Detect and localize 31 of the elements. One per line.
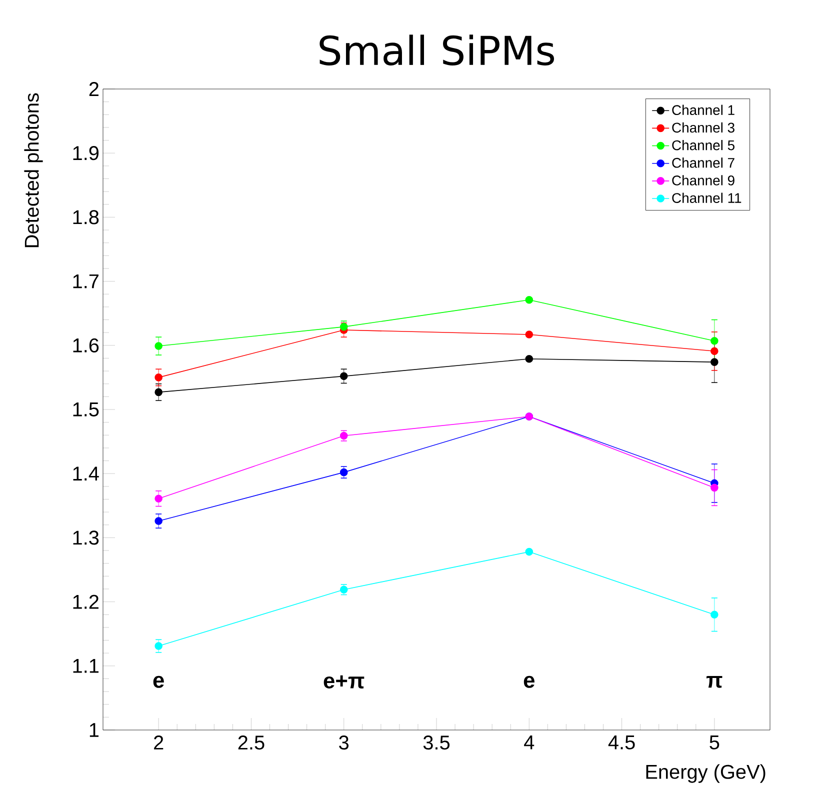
x-tick-label: 5: [710, 736, 720, 750]
y-tick-label: 2: [89, 82, 98, 96]
legend-label: Channel 7: [672, 158, 734, 168]
y-tick-label: 1.3: [73, 530, 99, 545]
legend-label: Channel 11: [672, 192, 742, 203]
annotation: π: [706, 676, 722, 688]
annotation: e: [153, 676, 164, 688]
y-tick-label: 1.2: [73, 594, 98, 609]
legend-label: Channel 5: [672, 140, 734, 150]
y-tick-label: 1.7: [73, 274, 98, 288]
y-tick-label: 1.5: [73, 402, 99, 416]
x-tick-label: 4.5: [608, 736, 635, 750]
y-tick-label: 1.9: [73, 146, 99, 160]
x-tick-label: 3: [339, 736, 349, 750]
y-tick-label: 1.6: [73, 338, 99, 352]
y-tick-label: 1.8: [73, 210, 99, 224]
x-tick-label: 2.5: [238, 736, 264, 750]
x-tick-label: 4: [524, 736, 534, 750]
legend-label: Channel 1: [672, 104, 734, 116]
annotation: e+π: [324, 675, 364, 688]
legend-label: Channel 3: [672, 122, 734, 133]
y-tick-label: 1.1: [73, 659, 99, 673]
x-axis-title: Energy (GeV): [646, 764, 766, 783]
chart-title: Small SiPMs: [320, 34, 554, 66]
x-tick-label: 2: [154, 736, 164, 750]
y-tick-label: 1.4: [73, 466, 99, 480]
y-axis-title: Detected photons: [24, 93, 43, 248]
legend-label: Channel 9: [672, 175, 734, 186]
annotation: e: [524, 676, 534, 688]
y-tick-label: 1: [90, 723, 99, 737]
x-tick-label: 3.5: [423, 736, 450, 750]
